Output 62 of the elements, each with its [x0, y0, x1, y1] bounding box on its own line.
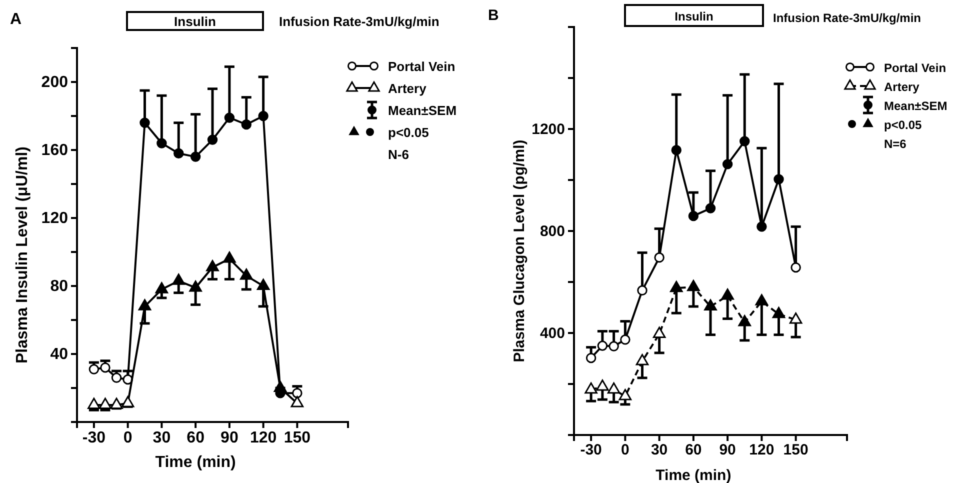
x-tick-label: -30	[580, 442, 602, 459]
y-axis-title: Plasma Glucagon Level (pg/ml)	[511, 140, 528, 362]
legend-label: Portal Vein	[884, 61, 946, 75]
y-tick-label: 800	[540, 222, 565, 240]
x-tick-label: 150	[284, 429, 311, 446]
text: p<0.05	[884, 118, 922, 132]
y-tick-label: 160	[41, 142, 68, 160]
text: Insulin	[674, 10, 714, 24]
x-tick-label: -30	[82, 429, 106, 446]
point	[223, 252, 236, 263]
text: N-6	[388, 147, 409, 162]
text: Insulin	[174, 14, 216, 29]
point	[190, 152, 201, 162]
text: p<0.05	[388, 125, 429, 140]
point	[140, 118, 150, 128]
text: Infusion Rate-3mU/kg/min	[773, 11, 922, 25]
point	[240, 268, 253, 280]
x-tick-label: 0	[123, 429, 132, 446]
y-axis-title: Plasma Insulin Level (μU/ml)	[14, 146, 31, 364]
legend-label: Portal Vein	[388, 59, 456, 74]
x-tick-label: 30	[650, 442, 668, 459]
y-tick-label: 400	[540, 324, 565, 342]
text: N=6	[884, 137, 907, 151]
point	[241, 119, 252, 130]
point	[207, 134, 218, 145]
point	[290, 396, 304, 408]
x-tick-label: 120	[250, 429, 277, 446]
x-tick-label: 0	[621, 442, 630, 459]
point	[155, 282, 168, 294]
y-tick-label: 40	[50, 346, 68, 364]
point	[111, 372, 122, 383]
point	[206, 260, 219, 272]
point	[172, 274, 186, 285]
x-tick-label: 30	[152, 429, 171, 446]
y-tick-label: 1200	[532, 120, 565, 138]
x-tick-label: 150	[783, 442, 808, 459]
x-tick-label: 120	[749, 442, 774, 459]
y-tick-label: 200	[41, 74, 68, 92]
point	[189, 280, 202, 292]
x-tick-label: 90	[220, 429, 238, 446]
x-tick-label: 60	[186, 429, 205, 446]
point	[258, 110, 268, 122]
text: Mean±SEM	[884, 99, 948, 113]
point	[138, 299, 152, 310]
point	[100, 362, 110, 373]
point	[256, 278, 270, 290]
x-axis-title: Time (min)	[155, 454, 236, 471]
point	[174, 148, 184, 159]
point	[224, 112, 235, 123]
point	[274, 380, 287, 392]
chart-title: B	[488, 7, 499, 24]
text: Mean±SEM	[388, 103, 457, 118]
legend-label: Artery	[884, 80, 920, 94]
x-tick-label: 60	[685, 442, 702, 459]
text: Infusion Rate-3mU/kg/min	[279, 14, 440, 29]
legend-label: Artery	[388, 81, 428, 96]
point	[156, 138, 167, 148]
chart-title: A	[10, 11, 22, 28]
y-tick-label: 80	[50, 278, 68, 296]
x-tick-label: 90	[719, 442, 736, 459]
x-axis-title: Time (min)	[656, 467, 732, 483]
y-tick-label: 120	[41, 210, 68, 228]
